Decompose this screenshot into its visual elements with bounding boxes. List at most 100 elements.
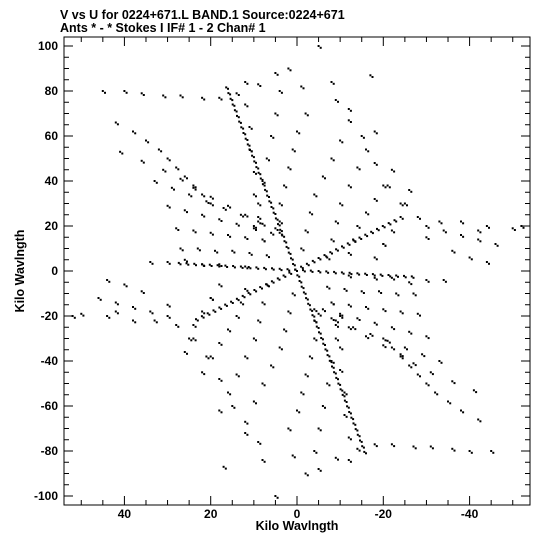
uv-point (381, 274, 384, 277)
uv-point (337, 378, 339, 381)
uv-point (307, 264, 310, 267)
uv-point (261, 178, 264, 181)
uv-point (280, 204, 283, 207)
uv-point (362, 446, 365, 449)
uv-point (317, 257, 320, 259)
uv-point (302, 287, 305, 290)
uv-point (451, 380, 454, 383)
uv-point (388, 186, 391, 189)
uv-point (309, 308, 312, 311)
uv-point (272, 207, 275, 210)
uv-point (324, 344, 326, 346)
y-tick-label: 0 (51, 264, 58, 278)
uv-point (319, 469, 322, 472)
uv-point (470, 258, 473, 261)
uv-point (280, 230, 283, 233)
uv-point (334, 319, 337, 322)
uv-point (339, 346, 342, 349)
uv-point (347, 303, 350, 306)
uv-point (179, 263, 182, 266)
uv-point (354, 240, 357, 243)
uv-point (244, 81, 247, 83)
uv-point (332, 240, 335, 243)
uv-point (334, 372, 337, 375)
uv-point (244, 288, 247, 290)
uv-point (257, 267, 260, 270)
uv-point (181, 179, 184, 182)
uv-point (257, 167, 260, 170)
uv-point (421, 353, 424, 356)
uv-point (371, 76, 374, 78)
uv-point (347, 184, 350, 187)
uv-point (201, 193, 204, 196)
uv-point (369, 333, 372, 335)
uv-point (403, 202, 406, 205)
uv-point (179, 177, 182, 180)
uv-point (240, 126, 243, 129)
uv-point (263, 266, 266, 269)
uv-point (427, 226, 430, 229)
uv-point (265, 254, 268, 257)
uv-point (153, 180, 156, 182)
uv-point (401, 355, 404, 358)
uv-point (393, 348, 396, 351)
uv-point (179, 247, 182, 250)
uv-point (188, 337, 191, 340)
uv-point (290, 272, 293, 275)
uv-point (479, 420, 482, 423)
uv-point (311, 213, 314, 216)
uv-point (356, 272, 359, 275)
uv-point (406, 348, 408, 351)
uv-point (261, 222, 264, 225)
uv-point (332, 319, 335, 321)
uv-point (412, 292, 415, 295)
uv-point (257, 220, 260, 223)
uv-point (208, 263, 211, 266)
uv-point (330, 360, 333, 362)
uv-point (263, 240, 266, 243)
uv-point (202, 316, 205, 319)
uv-point (140, 290, 143, 293)
uv-point (345, 415, 348, 418)
uv-point (375, 323, 378, 326)
uv-point (304, 373, 307, 376)
uv-point (274, 112, 277, 115)
uv-point (261, 238, 264, 241)
uv-point (315, 195, 318, 198)
axis-tick-labels: 40 20 0 -20 -40 100 80 60 40 20 0 -20 -40 -60 -80 -100 (34, 39, 479, 521)
uv-point (380, 292, 383, 294)
uv-point (438, 220, 441, 223)
uv-point (278, 202, 281, 205)
uv-point (327, 271, 330, 274)
uv-point (263, 184, 266, 187)
uv-point (321, 175, 324, 178)
uv-point (194, 188, 197, 191)
uv-point (246, 215, 249, 218)
uv-point (470, 451, 473, 454)
uv-point (339, 202, 342, 205)
uv-point (289, 168, 292, 171)
uv-point (214, 310, 217, 313)
uv-point (356, 225, 359, 227)
uv-point (246, 267, 249, 270)
uv-point (207, 357, 210, 360)
uv-point (315, 339, 318, 342)
uv-point (349, 412, 352, 415)
uv-point (220, 379, 223, 382)
uv-point (315, 310, 318, 313)
uv-point (384, 346, 387, 349)
uv-point (347, 252, 350, 254)
uv-point (462, 235, 465, 238)
uv-point (337, 222, 339, 225)
uv-point (408, 281, 411, 284)
uv-point (410, 283, 413, 286)
uv-point (346, 242, 349, 245)
uv-point (308, 304, 311, 307)
uv-point (255, 402, 257, 405)
uv-point (255, 161, 257, 164)
uv-point (427, 280, 430, 283)
uv-point (201, 371, 204, 374)
uv-point (106, 279, 109, 281)
uv-point (222, 465, 225, 468)
uv-point (332, 82, 335, 85)
